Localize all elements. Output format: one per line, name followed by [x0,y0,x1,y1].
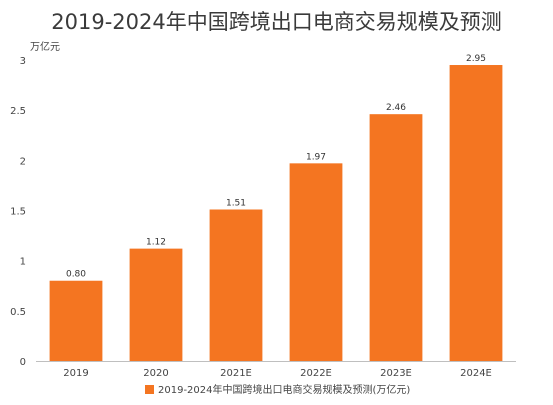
x-tick-label: 2020 [143,368,168,379]
bar-value-label: 2.46 [386,103,406,113]
y-tick-label: 1 [20,257,26,268]
bar [209,209,263,361]
x-tick-label: 2023E [380,368,412,379]
data-labels: 0.80 1.12 1.51 1.97 2.46 2.95 [66,54,486,280]
legend-label: 2019-2024年中国跨境出口电商交易规模及预测(万亿元) [158,383,410,396]
x-tick-label: 2019 [63,368,88,379]
bar [449,65,503,362]
bar [49,280,103,361]
bar [369,114,423,362]
chart-title: 2019-2024年中国跨境出口电商交易规模及预测 [51,10,502,34]
bar-value-label: 1.51 [226,198,246,208]
bar-value-label: 1.12 [146,238,166,248]
x-tick-label: 2022E [300,368,332,379]
y-tick-label: 2 [20,156,26,167]
bars [49,65,503,362]
legend: 2019-2024年中国跨境出口电商交易规模及预测(万亿元) [145,383,410,396]
bar-value-label: 0.80 [66,270,86,280]
y-axis: 0 0.5 1 1.5 2 2.5 3 [10,56,26,368]
bar-value-label: 1.97 [306,152,326,162]
y-tick-label: 1.5 [10,207,26,218]
x-axis: 2019 2020 2021E 2022E 2023E 2024E [36,361,516,379]
y-tick-label: 0 [20,357,26,368]
y-tick-label: 0.5 [10,307,26,318]
y-tick-label: 3 [20,56,26,67]
legend-swatch [145,385,154,394]
x-tick-label: 2021E [220,368,252,379]
y-axis-unit-label: 万亿元 [30,40,60,53]
x-tick-label: 2024E [460,368,492,379]
bar-value-label: 2.95 [466,54,486,64]
y-tick-label: 2.5 [10,106,26,117]
bar [289,163,343,361]
bar [129,248,183,361]
